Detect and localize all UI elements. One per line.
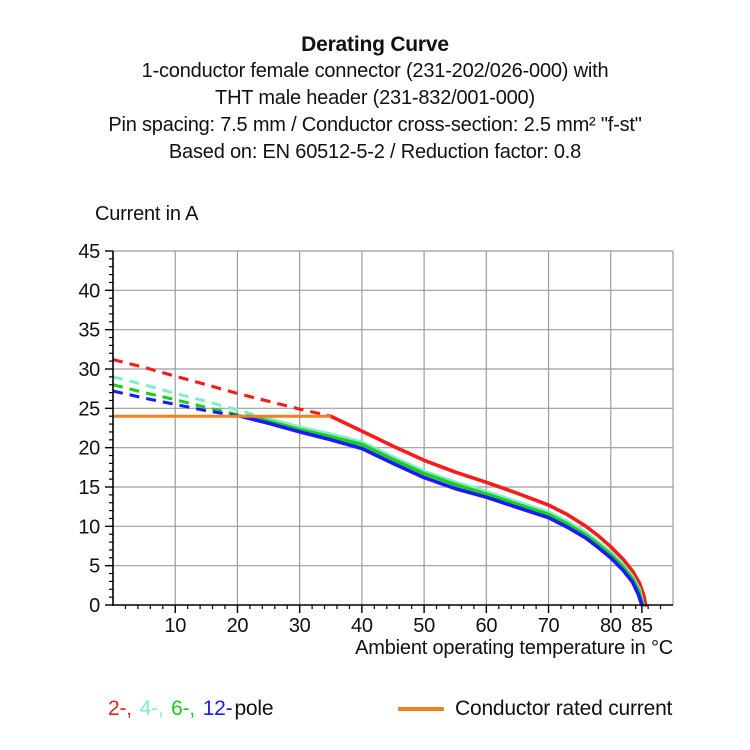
- x-tick-label: 70: [538, 615, 560, 637]
- series-solid-12-pole: [238, 414, 644, 607]
- y-tick-label: 0: [89, 595, 100, 617]
- legend-4-pole: 4-,: [139, 697, 164, 720]
- x-axis-title: Ambient operating temperature in °C: [355, 637, 673, 659]
- rated-current-legend-label: Conductor rated current: [455, 697, 673, 720]
- x-tick-label: 85: [631, 615, 653, 637]
- y-tick-label: 15: [78, 477, 100, 499]
- y-tick-label: 10: [78, 516, 100, 538]
- x-tick-label: 20: [227, 615, 249, 637]
- x-tick-label: 10: [164, 615, 186, 637]
- chart-subtitle-connector: 1-conductor female connector (231-202/02…: [141, 60, 609, 82]
- legend-12-pole: 12-: [202, 697, 233, 720]
- x-tick-label: 30: [289, 615, 311, 637]
- rated-current-legend: Conductor rated current: [398, 697, 672, 721]
- y-axis-title: Current in A: [95, 203, 199, 225]
- series-solid-6-pole: [248, 414, 645, 607]
- y-tick-label: 30: [78, 359, 100, 381]
- y-tick-label: 40: [78, 280, 100, 302]
- chart-subtitle-spacing: Pin spacing: 7.5 mm / Conductor cross-se…: [108, 114, 642, 136]
- series-dashed-2-pole: [112, 358, 332, 418]
- legend-pole-suffix: pole: [234, 697, 274, 720]
- y-tick-label: 5: [89, 556, 100, 578]
- chart-subtitle-header: THT male header (231-832/001-000): [215, 87, 535, 109]
- rated-current-line-swatch: [398, 707, 444, 711]
- series-dashed-12-pole: [112, 389, 241, 418]
- series-dashed-4-pole: [112, 375, 260, 418]
- chart-header: Derating Curve 1-conductor female connec…: [0, 31, 750, 166]
- x-tick-label: 80: [600, 615, 622, 637]
- legend-6-pole: 6-,: [171, 697, 196, 720]
- x-tick-label: 60: [476, 615, 498, 637]
- series-dashed-6-pole: [112, 383, 251, 418]
- y-tick-label: 25: [78, 398, 100, 420]
- y-tick-label: 20: [78, 438, 100, 460]
- legend-2-pole: 2-,: [108, 697, 132, 720]
- chart-title: Derating Curve: [301, 33, 449, 56]
- series-solid-4-pole: [257, 414, 645, 607]
- series-solid-2-pole: [329, 414, 648, 607]
- y-tick-label: 45: [78, 241, 100, 263]
- x-tick-label: 50: [413, 615, 435, 637]
- x-tick-label: 40: [351, 615, 373, 637]
- y-tick-label: 35: [78, 320, 100, 342]
- chart-subtitle-standard: Based on: EN 60512-5-2 / Reduction facto…: [168, 141, 582, 163]
- pole-legend: 2-, 4-, 6-, 12-pole: [108, 697, 275, 721]
